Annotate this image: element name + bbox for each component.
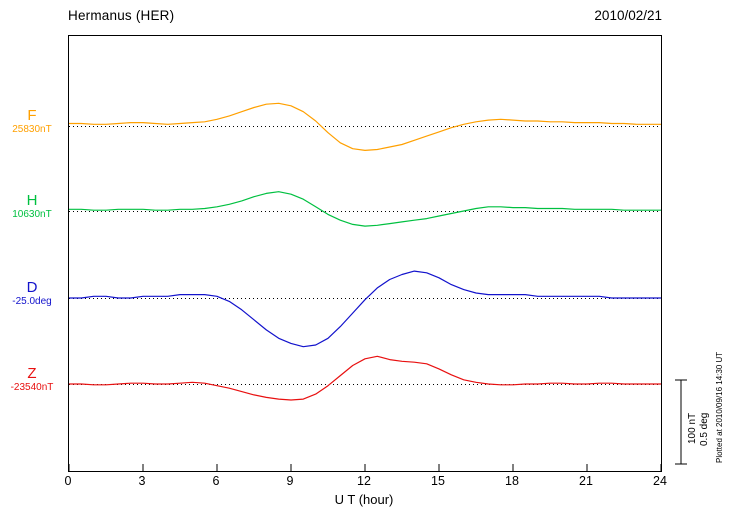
x-tick-label: 21	[579, 474, 593, 488]
plot-date: 2010/02/21	[594, 8, 662, 23]
x-tick-label: 12	[357, 474, 371, 488]
x-tick-label: 6	[212, 474, 220, 488]
trace-H	[69, 191, 661, 227]
trace-F	[69, 102, 661, 152]
x-tick-label: 3	[138, 474, 146, 488]
channel-baseline-H: 10630nT	[12, 209, 52, 220]
plot-area	[68, 35, 662, 472]
trace-Z	[69, 355, 661, 401]
x-tick-label: 18	[505, 474, 519, 488]
channel-letter-Z: Z	[27, 365, 37, 382]
trace-D	[69, 270, 661, 348]
channel-letter-F: F	[27, 107, 37, 124]
channel-baseline-Z: -23540nT	[10, 382, 54, 393]
x-axis-tick-labels: 0 3 6 9 12 15 18 21 24	[64, 474, 667, 489]
x-axis-label: U T (hour)	[334, 492, 394, 507]
x-tick-label: 0	[64, 474, 72, 488]
channel-baseline-F: 25830nT	[12, 124, 52, 135]
station-title: Hermanus (HER)	[68, 8, 175, 23]
scale-label-nt: 100 nT	[687, 412, 698, 444]
x-tick-label: 24	[653, 474, 667, 488]
channel-label-H: H 10630nT	[2, 193, 62, 221]
channel-label-D: D -25.0deg	[2, 280, 62, 308]
channel-baseline-D: -25.0deg	[12, 296, 52, 307]
x-tick-label: 9	[286, 474, 294, 488]
channel-label-Z: Z -23540nT	[2, 366, 62, 394]
channel-letter-H: H	[26, 192, 38, 209]
x-tick-label: 15	[431, 474, 445, 488]
channel-label-F: F 25830nT	[2, 108, 62, 136]
plotted-at-note: Plotted at 2010/09/16 14:30 UT	[715, 351, 724, 463]
channel-letter-D: D	[26, 279, 38, 296]
traces-canvas	[69, 102, 661, 471]
scale-bar	[675, 379, 687, 465]
scale-label-deg: 0.5 deg	[699, 412, 710, 446]
